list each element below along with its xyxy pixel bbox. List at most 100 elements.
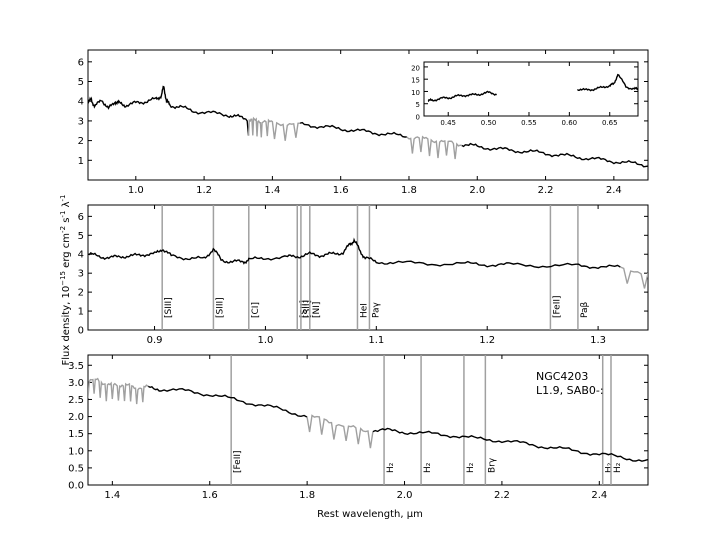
bottom-ytick-label: 2.5 <box>68 395 84 406</box>
bottom-ytick-label: 0.0 <box>68 481 84 492</box>
middle-ytick-label: 3 <box>78 269 84 280</box>
top-spectrum-line <box>299 121 407 138</box>
y-axis-title-unit-c: λ <box>61 201 72 210</box>
middle-ytick-label: 2 <box>78 288 84 299</box>
middle-ytick-label: 6 <box>78 212 84 223</box>
top-ytick-label: 1 <box>78 156 84 167</box>
middle-line-label: [SIII] <box>164 297 174 318</box>
bottom-line-label: [FeII] <box>233 450 243 473</box>
top-ytick-label: 6 <box>78 57 84 68</box>
bottom-line-label: H₂ <box>466 462 476 473</box>
middle-line-label: Paγ <box>371 301 381 318</box>
top-xtick-label: 1.4 <box>264 185 280 196</box>
middle-xtick-label: 1.2 <box>479 335 495 346</box>
bottom-line-label: H₂ <box>386 462 396 473</box>
top-masked-spectrum <box>247 116 301 141</box>
middle-line-label: [SIII] <box>215 297 225 318</box>
middle-xtick-label: 1.1 <box>368 335 384 346</box>
middle-ytick-label: 0 <box>78 326 84 337</box>
inset-ytick-label: 0 <box>416 114 420 122</box>
x-axis-title: Rest wavelength, μm <box>317 509 423 520</box>
bottom-xtick-label: 2.4 <box>591 490 607 501</box>
top-xtick-label: 2.2 <box>538 185 554 196</box>
middle-ytick-label: 5 <box>78 231 84 242</box>
bottom-line-label: H₂ <box>605 462 615 473</box>
inset-frame <box>423 61 639 117</box>
inset-xtick-label: 0.60 <box>562 119 578 127</box>
middle-ytick-label: 1 <box>78 307 84 318</box>
inset-xtick-label: 0.65 <box>602 119 618 127</box>
bottom-ytick-label: 3.5 <box>68 361 84 372</box>
bottom-ytick-label: 0.5 <box>68 463 84 474</box>
inset-xtick-label: 0.45 <box>440 119 456 127</box>
top-xtick-label: 1.6 <box>333 185 349 196</box>
top-xtick-label: 2.0 <box>469 185 485 196</box>
top-ytick-label: 4 <box>78 97 84 108</box>
inset-spectrum-line <box>576 73 638 92</box>
top-ytick-label: 3 <box>78 116 84 127</box>
y-axis-title: Flux density, 10−15 erg cm-2 s-1 λ-1 <box>59 195 72 366</box>
bottom-masked-spectrum <box>306 414 374 449</box>
middle-line-label: [NI] <box>312 302 322 318</box>
inset-ytick-label: 5 <box>416 101 420 109</box>
middle-xtick-label: 0.9 <box>147 335 163 346</box>
top-ytick-label: 2 <box>78 136 84 147</box>
bottom-xtick-label: 2.0 <box>397 490 413 501</box>
top-xtick-label: 1.8 <box>401 185 417 196</box>
bottom-line-label: H₂ <box>613 462 623 473</box>
middle-line-label: [CI] <box>251 302 261 318</box>
middle-frame <box>87 204 649 331</box>
bottom-frame <box>87 354 649 486</box>
bottom-ytick-label: 1.0 <box>68 446 84 457</box>
y-axis-title-unit-a: erg cm <box>61 233 72 271</box>
middle-spectrum-line <box>88 237 621 270</box>
bottom-panel: 1.4 1.6 1.8 2.0 2.2 2.4 0.0 0.5 1.0 1.5 2.0 2.5 3.0 3… <box>68 354 649 501</box>
y-axis-title-text: Flux density, 10 <box>61 286 72 366</box>
annotation-galaxy-name: NGC4203 <box>536 370 588 383</box>
y-axis-title-unit-exp-b: -1 <box>59 211 67 218</box>
inset-panel: 0.45 0.50 0.55 0.60 0.65 0 5 10 15 20 <box>411 61 639 127</box>
bottom-line-label: Brγ <box>487 457 497 473</box>
inset-ytick-label: 20 <box>411 64 420 72</box>
middle-line-label: Paβ <box>580 301 590 318</box>
bottom-ytick-label: 3.0 <box>68 378 84 389</box>
inset-ytick-label: 10 <box>411 89 420 97</box>
svg-text:Flux density, 10−15 erg cm-2: Flux density, 10−15 erg cm-2 s-1 λ-1 <box>59 195 72 366</box>
y-axis-title-unit-exp-a: -2 <box>59 226 67 233</box>
middle-ytick-label: 4 <box>78 250 84 261</box>
inset-xtick-label: 0.55 <box>521 119 537 127</box>
middle-line-label: [SII] <box>299 300 309 318</box>
bottom-xtick-label: 1.8 <box>299 490 315 501</box>
top-spectrum-line <box>461 142 648 168</box>
bottom-ytick-label: 1.5 <box>68 429 84 440</box>
top-xtick-label: 2.4 <box>606 185 622 196</box>
annotation-classification: L1.9, SAB0-: <box>536 384 604 397</box>
bottom-spectrum-line <box>372 427 648 462</box>
bottom-xtick-label: 1.6 <box>202 490 218 501</box>
bottom-spectrum-line <box>147 385 308 418</box>
bottom-ytick-label: 2.0 <box>68 412 84 423</box>
middle-masked-spectrum <box>620 266 648 289</box>
bottom-line-label: H₂ <box>423 462 433 473</box>
middle-line-label: [SII] <box>303 300 313 318</box>
top-spectrum-line <box>88 85 250 136</box>
top-xtick-label: 1.0 <box>128 185 144 196</box>
bottom-masked-spectrum <box>88 377 149 405</box>
top-masked-spectrum <box>406 135 463 160</box>
middle-xtick-label: 1.3 <box>590 335 606 346</box>
middle-xtick-label: 1.0 <box>257 335 273 346</box>
bottom-xtick-label: 1.4 <box>104 490 120 501</box>
middle-line-label: HeI <box>359 303 369 318</box>
inset-ytick-label: 15 <box>411 77 420 85</box>
middle-line-label: [FeII] <box>552 295 562 318</box>
middle-panel: 0.9 1.0 1.1 1.2 1.3 0 1 2 3 4 5 6 [SIII] [SIII] [CI] [S… <box>78 204 649 346</box>
inset-xtick-label: 0.50 <box>481 119 497 127</box>
top-ytick-label: 5 <box>78 77 84 88</box>
top-xtick-label: 1.2 <box>196 185 212 196</box>
y-axis-title-exp: −15 <box>59 271 67 286</box>
y-axis-title-unit-b: s <box>61 218 72 226</box>
bottom-xtick-label: 2.2 <box>494 490 510 501</box>
y-axis-title-unit-exp-c: -1 <box>59 195 67 202</box>
